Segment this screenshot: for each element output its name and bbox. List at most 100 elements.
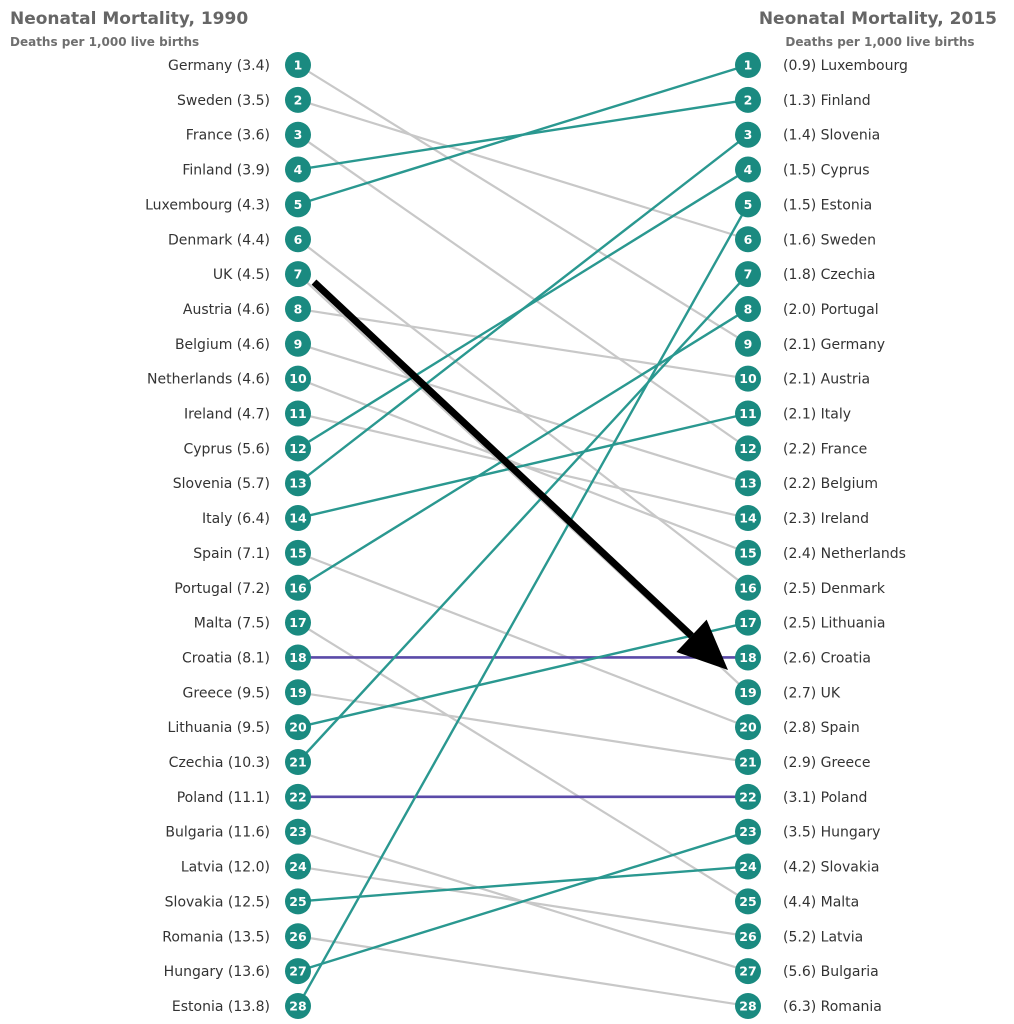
left-country-label: Portugal (7.2) (174, 581, 270, 597)
right-country-label: (2.3) Ireland (783, 511, 869, 527)
right-country-label: (5.2) Latvia (783, 929, 863, 945)
left-rank-badge (285, 714, 311, 741)
right-rank-badge (735, 86, 761, 113)
connector-austria (297, 307, 749, 380)
right-row: 4 (1.5) Cyprus (735, 156, 870, 183)
left-country-label: Denmark (4.4) (168, 232, 270, 248)
right-row: 8 (2.0) Portugal (735, 295, 879, 322)
left-row: 2 Sweden (3.5) (177, 86, 311, 113)
left-rank-badge (285, 191, 311, 218)
left-country-label: Croatia (8.1) (182, 650, 270, 666)
right-country-label: (2.6) Croatia (783, 650, 871, 666)
left-row: 11 Ireland (4.7) (184, 400, 311, 427)
right-rank-badge (735, 853, 761, 880)
left-rank-badge (285, 435, 311, 462)
highlight-arrow-shaft (311, 279, 694, 639)
right-rank-badge (735, 400, 761, 427)
right-rank-number: 16 (739, 580, 757, 595)
right-rank-badge (735, 644, 761, 671)
left-country-label: Latvia (12.0) (181, 860, 270, 876)
right-rank-number: 28 (739, 998, 756, 1013)
right-rank-number: 1 (744, 58, 753, 73)
left-rank-number: 1 (294, 58, 303, 73)
left-rank-number: 9 (294, 336, 303, 351)
right-country-label: (2.8) Spain (783, 720, 860, 736)
left-row: 16 Portugal (7.2) (174, 574, 311, 601)
right-row: 9 (2.1) Germany (735, 330, 885, 357)
left-country-label: Malta (7.5) (194, 616, 270, 632)
right-row: 15 (2.4) Netherlands (735, 539, 906, 566)
left-rank-badge (285, 853, 311, 880)
right-rank-badge (735, 609, 761, 636)
right-country-label: (1.5) Estonia (783, 197, 872, 213)
connector-germany (297, 64, 749, 345)
right-country-label: (2.7) UK (783, 685, 841, 701)
left-rank-badge (285, 679, 311, 706)
right-row: 20 (2.8) Spain (735, 714, 860, 741)
left-country-label: Greece (9.5) (183, 685, 270, 701)
left-rank-badge (285, 574, 311, 601)
right-rank-number: 9 (744, 336, 753, 351)
right-rank-badge (735, 121, 761, 148)
right-rank-badge (735, 435, 761, 462)
left-rank-number: 24 (289, 859, 307, 874)
left-rank-number: 11 (289, 406, 306, 421)
left-rank-badge (285, 261, 311, 288)
right-subtitle: Deaths per 1,000 live births (785, 35, 974, 49)
left-rank-badge (285, 992, 311, 1019)
left-row: 3 France (3.6) (186, 121, 311, 148)
right-rank-number: 7 (744, 267, 753, 282)
left-country-label: Netherlands (4.6) (147, 372, 270, 388)
left-rank-number: 15 (289, 545, 306, 560)
right-row: 21 (2.9) Greece (735, 749, 870, 775)
left-rank-number: 16 (289, 580, 307, 595)
left-rank-badge (285, 226, 311, 253)
left-country-label: Finland (3.9) (182, 163, 270, 179)
right-rank-number: 6 (744, 232, 753, 247)
left-row: 8 Austria (4.6) (183, 295, 311, 322)
left-country-label: Germany (3.4) (168, 58, 270, 74)
left-country-label: Czechia (10.3) (169, 755, 270, 771)
right-rank-number: 3 (744, 127, 753, 142)
left-rank-number: 13 (289, 476, 306, 491)
right-country-label: (6.3) Romania (783, 999, 882, 1015)
right-country-label: (1.6) Sweden (783, 232, 876, 248)
right-row: 1 (0.9) Luxembourg (735, 52, 908, 78)
right-rank-number: 25 (739, 894, 756, 909)
left-rank-badge (285, 52, 311, 78)
right-rank-badge (735, 714, 761, 741)
left-rank-number: 28 (289, 998, 306, 1013)
highlight-arrow-layer (311, 279, 728, 670)
right-row: 28 (6.3) Romania (735, 992, 882, 1019)
left-rank-badge (285, 923, 311, 950)
left-country-label: Cyprus (5.6) (183, 441, 270, 457)
left-country-label: Bulgaria (11.6) (165, 825, 270, 841)
left-country-label: France (3.6) (186, 128, 270, 144)
connector-slovenia (297, 133, 749, 485)
connector-sweden (297, 98, 749, 241)
left-country-label: Italy (6.4) (202, 511, 270, 527)
right-rank-badge (735, 191, 761, 218)
right-rank-badge (735, 749, 761, 775)
right-rank-badge (735, 818, 761, 845)
right-row: 17 (2.5) Lithuania (735, 609, 885, 636)
left-row: 7 UK (4.5) (213, 261, 311, 288)
left-row: 24 Latvia (12.0) (181, 853, 311, 880)
left-country-label: UK (4.5) (213, 267, 270, 283)
right-rank-number: 19 (739, 685, 756, 700)
connector-romania (297, 935, 749, 1008)
right-rank-number: 27 (739, 964, 756, 979)
left-column: 1 Germany (3.4) 2 Sweden (3.5) 3 France (3.6)… (145, 52, 311, 1019)
right-rank-badge (735, 505, 761, 532)
right-country-label: (2.0) Portugal (783, 302, 879, 318)
right-country-label: (2.1) Austria (783, 372, 870, 388)
connector-portugal (297, 307, 749, 589)
right-row: 6 (1.6) Sweden (735, 226, 876, 253)
left-rank-badge (285, 888, 311, 915)
left-rank-number: 3 (294, 127, 303, 142)
left-rank-badge (285, 958, 311, 985)
right-rank-number: 26 (739, 929, 757, 944)
right-row: 24 (4.2) Slovakia (735, 853, 879, 880)
left-country-label: Ireland (4.7) (184, 407, 270, 423)
left-rank-badge (285, 749, 311, 775)
